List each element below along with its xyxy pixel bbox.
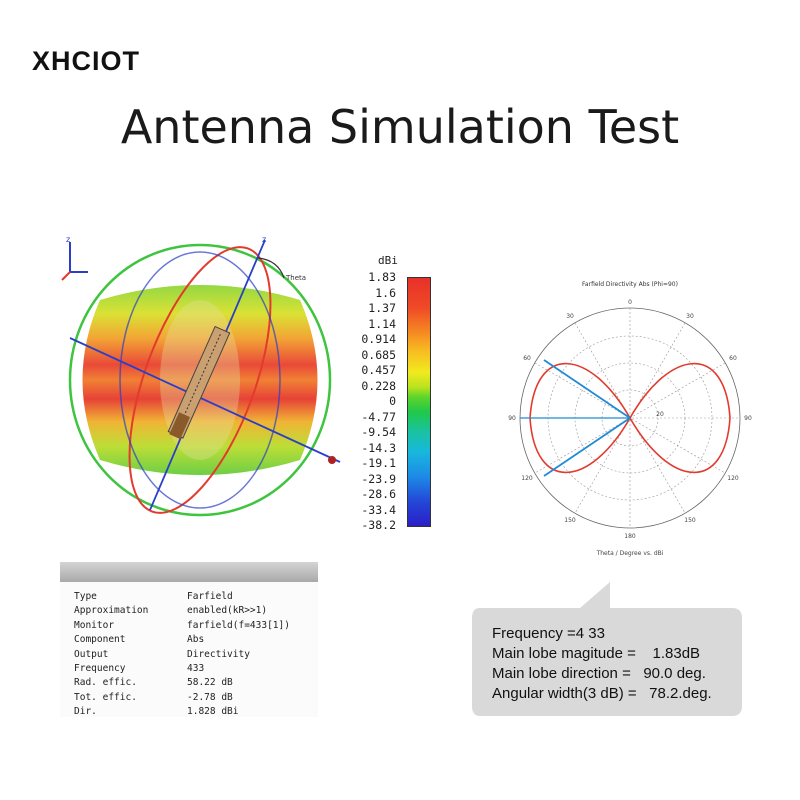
angle-label-60: 60	[729, 355, 737, 362]
table-key: Monitor	[74, 619, 115, 631]
scale-tick: -4.77	[361, 409, 396, 424]
scale-tick: -28.6	[361, 487, 396, 501]
table-key: Rad. effic.	[74, 677, 137, 689]
scale-tick: 0.914	[361, 332, 396, 346]
angle-label-90: 90	[744, 415, 752, 422]
table-row: Frequency 433	[74, 663, 204, 675]
angle-label-90b: 90	[508, 415, 516, 422]
callout-bubble	[472, 582, 742, 716]
scale-tick: -33.4	[361, 502, 396, 517]
table-row: Component Abs	[74, 634, 204, 646]
main-lobe-line-2	[543, 417, 631, 477]
radiation-pattern-3d: z z Theta	[61, 235, 341, 517]
scale-tick: 0.228	[361, 378, 396, 393]
table-row: Monitor farfield(f=433[1])	[74, 620, 290, 632]
polar-plot: Farfield Directivity Abs (Phi=90) 0 30 6…	[508, 281, 752, 557]
scale-unit: dBi	[378, 254, 398, 267]
angle-label-150: 150	[684, 517, 696, 524]
callout-main-lobe-magnitude: Main lobe magitude = 1.83dB	[492, 645, 701, 662]
color-scale: dBi 1.83 1.6 1.37 1.14 0.914 0.685 0.457 0.228 0…	[340, 250, 440, 540]
table-key: Output	[74, 648, 109, 660]
grid-circle-red	[128, 246, 272, 514]
table-header-bar	[60, 562, 318, 582]
table-row: Rad. effic. 58.22 dB	[74, 677, 233, 689]
table-value: -2.78 dB	[187, 691, 233, 703]
polar-title: Farfield Directivity Abs (Phi=90)	[582, 281, 678, 288]
angle-label-30b: 30	[566, 313, 574, 320]
scale-tick: 1.37	[368, 301, 396, 315]
angle-label-120b: 120	[521, 475, 533, 482]
scale-tick: 0	[389, 394, 396, 408]
scale-tick: -19.1	[361, 456, 396, 470]
table-value: Directivity	[187, 648, 250, 660]
callout-main-lobe-direction: Main lobe direction = 90.0 deg.	[492, 665, 706, 682]
results-table: Type Farfield Approximation enabled(kR>>1) M…	[60, 562, 318, 717]
table-value: 58.22 dB	[187, 677, 233, 689]
table-key: Tot. effic.	[74, 691, 137, 703]
radial-label-20: 20	[656, 411, 664, 418]
scale-tick: 1.83	[368, 270, 396, 284]
table-value: farfield(f=433[1])	[187, 619, 290, 631]
angle-label-150b: 150	[564, 517, 576, 524]
table-row: Type Farfield	[74, 591, 233, 603]
scale-tick: 0.685	[361, 347, 396, 362]
angle-label-30: 30	[686, 313, 694, 320]
table-value: 1.828 dBi	[187, 706, 239, 718]
scale-tick: -23.9	[361, 471, 396, 486]
brand-logo: XHCIOT	[32, 46, 141, 76]
angle-label-60b: 60	[523, 355, 531, 362]
table-key: Frequency	[74, 663, 126, 674]
horizontal-axis	[69, 337, 341, 463]
callout-angular-width: Angular width(3 dB) = 78.2.deg.	[492, 685, 712, 702]
main-lobe-line-1	[543, 359, 631, 419]
table-key: Dir.	[74, 706, 97, 718]
antenna-model	[167, 325, 231, 440]
axis-triad: z	[61, 235, 88, 281]
theta-label: Theta	[285, 274, 306, 282]
callout-text: Frequency =4 33 Main lobe magitude = 1.8…	[492, 624, 712, 704]
page-title: Antenna Simulation Test	[120, 100, 680, 154]
scale-tick: 0.457	[361, 363, 396, 377]
scale-tick: -9.54	[361, 425, 396, 439]
table-value: 433	[187, 663, 205, 674]
angle-label-120: 120	[727, 475, 739, 482]
polar-xlabel: Theta / Degree vs. dBi	[596, 550, 664, 557]
table-key: Type	[74, 591, 97, 602]
scale-tick: 1.6	[375, 285, 396, 300]
table-key: Component	[74, 634, 126, 646]
scale-tick: -38.2	[361, 518, 396, 532]
angle-label-0: 0	[628, 299, 632, 306]
table-value: enabled(kR>>1)	[187, 605, 268, 617]
table-key: Approximation	[74, 605, 149, 617]
scale-tick: -14.3	[361, 440, 396, 455]
scale-tick: 1.14	[368, 316, 396, 331]
table-row: Tot. effic. -2.78 dB	[74, 692, 233, 704]
callout-frequency: Frequency =4 33	[492, 625, 605, 642]
table-row: Output Directivity	[74, 649, 250, 661]
table-row: Dir. 1.828 dBi	[74, 706, 238, 718]
grid-circle-green	[68, 243, 332, 517]
table-value: Farfield	[187, 591, 233, 602]
table-value: Abs	[187, 634, 205, 646]
angle-label-180: 180	[624, 533, 636, 540]
axis-label-z: z	[66, 235, 70, 244]
axis-label-z-top: z	[262, 235, 266, 244]
color-scale-bar	[407, 277, 431, 527]
table-row: Approximation enabled(kR>>1)	[74, 605, 267, 617]
